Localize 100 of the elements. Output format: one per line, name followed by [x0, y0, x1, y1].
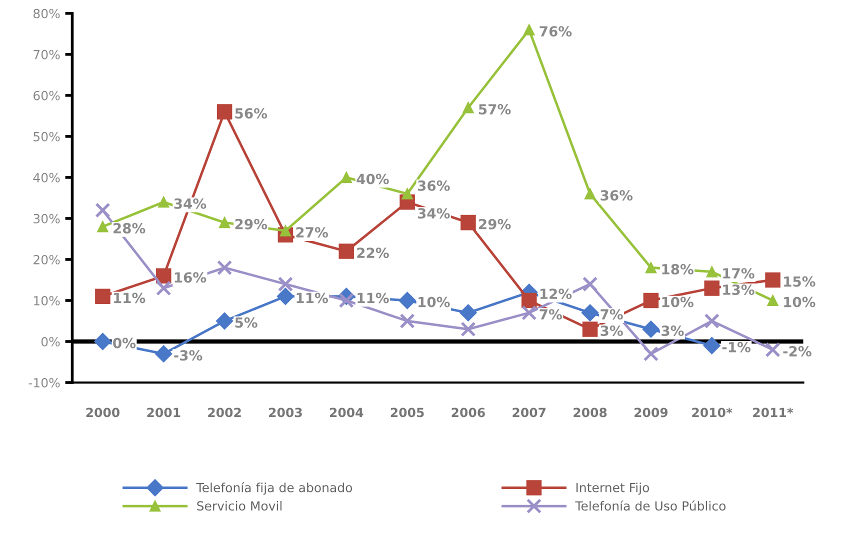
- y-tick-label: 20%: [34, 254, 60, 264]
- data-label: 7%: [600, 309, 623, 320]
- point: [521, 305, 537, 320]
- point: [584, 188, 596, 200]
- point: [765, 272, 780, 288]
- x-tick-label: 2001: [147, 408, 180, 418]
- data-label: -1%: [722, 342, 750, 352]
- point: [765, 342, 780, 358]
- x-tick-label: 2010*: [692, 408, 732, 418]
- x-tick-label: 2005: [390, 408, 424, 418]
- point: [94, 332, 112, 350]
- point: [706, 266, 718, 278]
- point: [400, 313, 415, 329]
- point: [582, 276, 598, 292]
- y-tick-label: 70%: [34, 50, 60, 60]
- x-tick-label: 2011*: [753, 408, 794, 418]
- point: [643, 346, 659, 362]
- point: [276, 288, 294, 305]
- data-label: 36%: [600, 190, 633, 201]
- point: [703, 337, 720, 354]
- data-label: 12%: [540, 288, 572, 300]
- x-tick-label: 2007: [512, 408, 546, 418]
- data-label: 36%: [418, 180, 450, 191]
- data-label: 11%: [296, 292, 328, 304]
- data-label: 56%: [235, 108, 268, 119]
- point: [642, 320, 660, 338]
- data-label: 28%: [114, 222, 146, 234]
- data-label: 13%: [723, 284, 754, 295]
- point: [216, 312, 234, 330]
- data-label: 57%: [479, 104, 511, 115]
- y-tick-label: 30%: [34, 214, 60, 224]
- x-tick-label: 2000: [86, 408, 120, 418]
- y-tick-label: -10%: [28, 378, 60, 388]
- legend-label: Servicio Movil: [197, 500, 282, 511]
- point: [95, 202, 110, 218]
- point: [216, 260, 232, 276]
- point: [156, 268, 172, 284]
- point: [402, 188, 413, 200]
- data-label: 10%: [784, 296, 816, 308]
- point: [704, 280, 720, 296]
- data-label: 5%: [235, 317, 258, 328]
- point: [218, 217, 230, 228]
- data-label: 10%: [662, 296, 694, 308]
- data-label: 76%: [540, 26, 572, 37]
- point: [95, 288, 110, 304]
- data-label: 22%: [357, 248, 389, 258]
- legend-label: Telefonía fija de abonado: [196, 482, 352, 495]
- data-label: 15%: [784, 276, 816, 287]
- x-tick-label: 2002: [208, 408, 241, 418]
- data-label: 11%: [114, 292, 146, 304]
- data-label: 34%: [174, 198, 206, 209]
- y-tick-label: 60%: [34, 90, 60, 100]
- legend-label: Telefonía de Uso Público: [575, 500, 726, 511]
- y-tick-label: 80%: [34, 8, 60, 18]
- point: [216, 104, 232, 120]
- point: [278, 276, 294, 292]
- data-label: 16%: [174, 272, 206, 283]
- point: [462, 102, 474, 114]
- point: [581, 304, 599, 322]
- point: [158, 196, 170, 208]
- point: [521, 292, 537, 308]
- point: [156, 280, 172, 296]
- y-tick-label: 0%: [41, 336, 60, 346]
- data-label: 27%: [296, 227, 328, 238]
- data-label: 29%: [235, 218, 268, 230]
- x-tick-label: 2009: [634, 408, 668, 418]
- data-label: -2%: [783, 346, 812, 357]
- data-label: 0%: [113, 338, 136, 348]
- data-label: 29%: [479, 218, 511, 230]
- y-tick-label: 40%: [33, 172, 60, 182]
- data-label: 18%: [662, 264, 694, 274]
- point: [460, 322, 476, 337]
- x-tick-label: 2004: [330, 408, 364, 418]
- data-label: 3%: [662, 326, 684, 336]
- x-tick-label: 2003: [269, 408, 302, 418]
- data-label: 17%: [723, 268, 754, 279]
- legend-label: Internet Fijo: [576, 482, 650, 495]
- x-tick-label: 2008: [574, 408, 607, 418]
- point: [340, 172, 352, 183]
- point: [460, 214, 476, 230]
- point: [645, 262, 657, 274]
- data-label: -3%: [174, 350, 202, 361]
- point: [398, 292, 416, 310]
- point: [582, 322, 598, 337]
- data-label: 7%: [540, 309, 562, 320]
- data-label: 40%: [356, 174, 389, 184]
- point: [460, 304, 477, 322]
- point: [704, 313, 720, 329]
- data-label: 11%: [358, 292, 389, 304]
- data-label: 34%: [418, 208, 450, 219]
- x-tick-label: 2006: [452, 408, 485, 418]
- point: [338, 244, 354, 259]
- y-tick-label: 50%: [34, 132, 60, 142]
- data-label: 3%: [600, 326, 623, 336]
- point: [643, 292, 659, 308]
- data-label: 10%: [418, 296, 450, 308]
- y-tick-label: 10%: [34, 296, 60, 306]
- point: [767, 294, 778, 306]
- point: [338, 292, 354, 308]
- point: [97, 221, 108, 232]
